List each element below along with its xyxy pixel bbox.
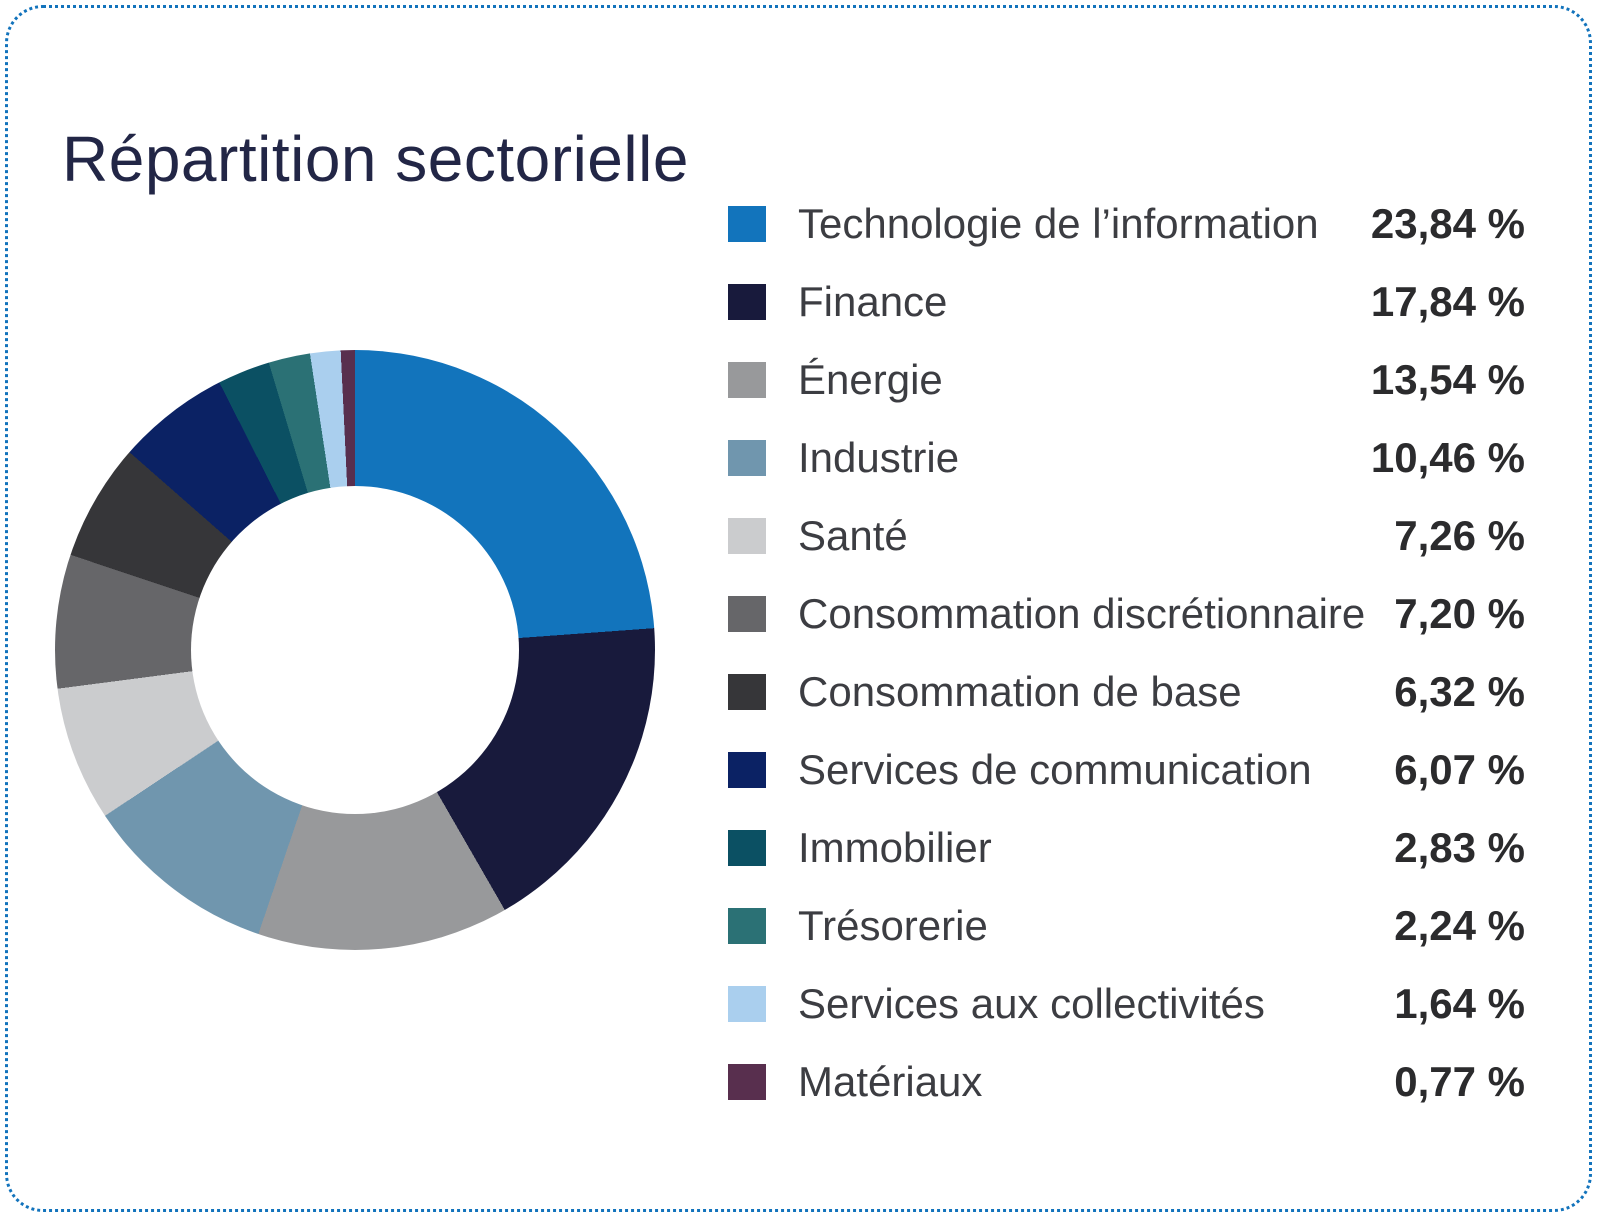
legend-value: 17,84 % [1370,278,1525,325]
legend-swatch [728,596,766,632]
legend-swatch [728,362,766,398]
legend-label: Trésorerie [798,902,988,949]
legend-swatch [728,284,766,320]
legend-label: Industrie [798,434,960,481]
legend-row: Trésorerie 2,24 % [728,887,1525,965]
legend-row: Services de communication 6,07 % [728,731,1525,809]
page-title: Répartition sectorielle [62,123,689,195]
legend-row: Énergie 13,54 % [728,341,1525,419]
legend-label: Technologie de l’information [798,200,1319,247]
legend-row: Immobilier 2,83 % [728,809,1525,887]
legend-row: Services aux collectivités 1,64 % [728,965,1525,1043]
legend: Technologie de l’information 23,84 % Fin… [728,185,1525,1121]
legend-row: Consommation de base 6,32 % [728,653,1525,731]
legend-swatch [728,986,766,1022]
legend-label: Immobilier [798,824,992,871]
legend-row: Finance 17,84 % [728,263,1525,341]
legend-row: Santé 7,26 % [728,497,1525,575]
legend-row: Consommation discrétionnaire 7,20 % [728,575,1525,653]
legend-value: 10,46 % [1370,434,1525,481]
legend-label: Consommation discrétionnaire [798,590,1366,637]
legend-value: 0,77 % [1394,1058,1525,1105]
legend-value: 23,84 % [1370,200,1525,247]
donut-hole [191,486,519,814]
legend-swatch [728,1064,766,1100]
legend-swatch [728,752,766,788]
legend-value: 2,83 % [1394,824,1525,871]
legend-label: Énergie [798,356,943,403]
legend-value: 6,32 % [1394,668,1525,715]
legend-swatch [728,674,766,710]
legend-swatch [728,908,766,944]
legend-row: Industrie 10,46 % [728,419,1525,497]
legend-value: 7,20 % [1394,590,1525,637]
legend-label: Services aux collectivités [798,980,1265,1027]
legend-label: Santé [798,512,908,559]
legend-value: 1,64 % [1394,980,1525,1027]
legend-label: Services de communication [798,746,1312,793]
legend-label: Consommation de base [798,668,1242,715]
legend-label: Finance [798,278,948,325]
legend-value: 7,26 % [1394,512,1525,559]
legend-value: 6,07 % [1394,746,1525,793]
legend-swatch [728,206,766,242]
legend-row: Technologie de l’information 23,84 % [728,185,1525,263]
legend-row: Matériaux 0,77 % [728,1043,1525,1121]
legend-value: 2,24 % [1394,902,1525,949]
donut-chart [55,350,655,950]
legend-swatch [728,440,766,476]
legend-value: 13,54 % [1370,356,1525,403]
legend-label: Matériaux [798,1058,983,1105]
legend-swatch [728,518,766,554]
legend-swatch [728,830,766,866]
